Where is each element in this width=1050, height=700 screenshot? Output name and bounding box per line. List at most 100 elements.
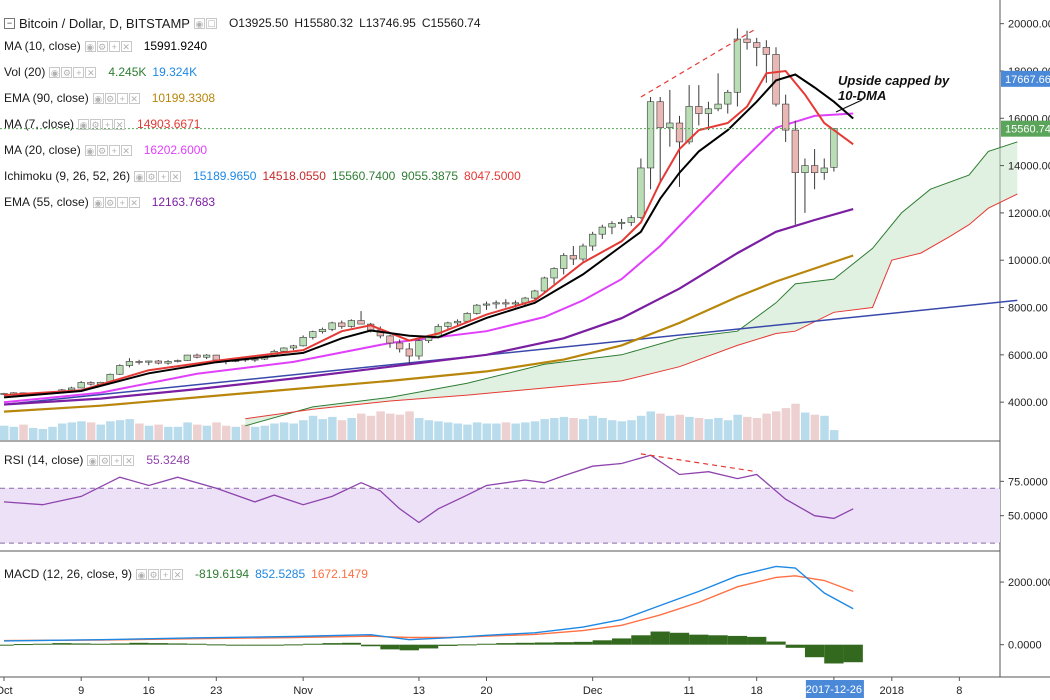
candle-body xyxy=(810,165,819,173)
indicator-controls[interactable]: ◉ ⚙ + ✕ xyxy=(49,66,97,78)
candle-body xyxy=(502,302,510,305)
macd-histogram-bar xyxy=(592,640,612,645)
indicator-value: 15189.9650 xyxy=(193,169,257,183)
candle-body xyxy=(174,360,182,362)
volume-bar xyxy=(550,418,559,440)
volume-bar xyxy=(318,419,327,440)
volume-bar xyxy=(144,425,154,440)
rsi-line xyxy=(3,454,854,524)
macd-histogram-bar xyxy=(418,644,439,649)
indicator-legend-row[interactable]: MA (7, close) ◉ ⚙ + ✕ 14903.6671 xyxy=(4,115,200,133)
macd-line xyxy=(3,565,854,642)
date-cursor-tag xyxy=(805,680,864,698)
macd-histogram-bar xyxy=(747,636,767,645)
x-tick-label: 16 xyxy=(143,685,155,697)
volume-bar xyxy=(762,413,771,440)
price-tick-label: 4000.00 xyxy=(1008,397,1048,409)
volume-bar xyxy=(366,415,376,440)
pane-legend-controls[interactable]: ◉ ⚙ + ✕ xyxy=(136,568,184,580)
volume-bar xyxy=(347,418,356,440)
macd-histogram-bar xyxy=(380,644,400,650)
candle-body xyxy=(569,255,577,260)
volume-bar xyxy=(337,420,347,440)
macd-histogram-bar xyxy=(71,643,91,645)
candle-body xyxy=(656,101,664,129)
symbol-title: Bitcoin / Dollar, D, BITSTAMP xyxy=(19,15,190,31)
indicator-controls[interactable]: ◉ ⚙ + ✕ xyxy=(78,118,126,130)
indicator-legend-row[interactable]: EMA (90, close) ◉ ⚙ + ✕ 10199.3308 xyxy=(4,89,215,107)
ichimoku-span-a xyxy=(245,141,1018,427)
indicator-legend-row[interactable]: MA (10, close) ◉ ⚙ + ✕ 15991.9240 xyxy=(4,37,207,55)
indicator-value: 15991.9240 xyxy=(143,39,208,53)
x-tick-label: 2017-12-26 xyxy=(806,684,862,696)
candle-body xyxy=(212,354,220,361)
indicator-controls[interactable]: ◉ ⚙ + ✕ xyxy=(92,92,140,104)
volume-bar xyxy=(357,413,366,440)
volume-bar xyxy=(617,421,627,440)
price-tick-label: 6000.00 xyxy=(1008,350,1048,362)
candle-body xyxy=(328,322,336,330)
volume-bar xyxy=(569,418,578,440)
volume-bar xyxy=(665,415,675,440)
indicator-controls[interactable]: ◉ ⚙ + ✕ xyxy=(92,196,140,208)
volume-bar xyxy=(791,403,800,440)
indicator-value: 4.245K xyxy=(108,65,147,79)
macd-histogram-bar xyxy=(554,642,574,645)
indicator-label: EMA (90, close) xyxy=(4,91,89,105)
rsi-divergence-line xyxy=(640,453,757,473)
volume-bar xyxy=(414,418,424,440)
volume-bar xyxy=(559,416,569,440)
candle-body xyxy=(125,361,134,366)
indicator-legend-row[interactable]: EMA (55, close) ◉ ⚙ + ✕ 12163.7683 xyxy=(4,193,215,211)
candle-body xyxy=(386,335,394,344)
volume-bar xyxy=(501,422,511,440)
volume-bar xyxy=(656,413,665,440)
price-tick-label: 20000.00 xyxy=(1008,19,1050,31)
annotation-line-1: Upside capped by xyxy=(838,73,950,88)
volume-bar xyxy=(492,423,501,440)
volume-bar xyxy=(472,422,482,440)
volume-bar xyxy=(636,415,646,440)
indicator-legend-row[interactable]: Vol (20) ◉ ⚙ + ✕ 4.245K 19.324K xyxy=(4,63,197,81)
macd-tick-label: 2000.0000 xyxy=(1008,577,1050,589)
candle-body xyxy=(338,322,346,327)
volume-bar xyxy=(627,420,636,440)
macd-histogram-bar xyxy=(399,644,419,651)
candle-body xyxy=(801,165,809,173)
pane-legend-controls[interactable]: ◉ ⚙ + ✕ xyxy=(87,454,135,466)
header-controls[interactable]: ◉ ☐ xyxy=(193,17,217,29)
candle-body xyxy=(531,290,539,299)
volume-bar xyxy=(231,426,241,440)
macd-histogram-bar xyxy=(708,635,728,645)
volume-bar xyxy=(694,418,704,440)
candle-body xyxy=(598,226,606,235)
collapse-icon[interactable]: − xyxy=(4,17,15,29)
indicator-value: 8047.5000 xyxy=(464,169,521,183)
price-tick-label: 12000.00 xyxy=(1008,208,1050,220)
macd-tick-label: 0.0000 xyxy=(1008,640,1042,652)
candle-body xyxy=(733,38,741,93)
candle-body xyxy=(135,361,143,363)
indicator-legend-row[interactable]: Ichimoku (9, 26, 52, 26) ◉ ⚙ + ✕ 15189.9650 14… xyxy=(4,167,521,185)
macd-histogram-bar xyxy=(0,644,14,646)
volume-bar xyxy=(424,420,434,440)
macd-histogram-bar xyxy=(727,635,748,645)
candle-body xyxy=(540,277,548,292)
candle-body xyxy=(87,382,95,385)
candle-body xyxy=(704,108,713,114)
macd-histogram-bar xyxy=(225,644,246,646)
rsi-tick-label: 75.0000 xyxy=(1008,476,1048,488)
indicator-controls[interactable]: ◉ ⚙ + ✕ xyxy=(134,170,182,182)
ichimoku-cloud xyxy=(245,141,1018,426)
volume-bar xyxy=(810,414,820,440)
candle-body xyxy=(617,222,626,224)
pane-legend-row[interactable]: MACD (12, 26, close, 9) ◉ ⚙ + ✕ -819.6194 852.… xyxy=(4,565,368,583)
pane-legend-row[interactable]: RSI (14, close) ◉ ⚙ + ✕ 55.3248 xyxy=(4,451,190,469)
indicator-controls[interactable]: ◉ ⚙ + ✕ xyxy=(84,40,132,52)
indicator-legend-row[interactable]: MA (20, close) ◉ ⚙ + ✕ 16202.6000 xyxy=(4,141,207,159)
ema-90-line xyxy=(3,254,854,413)
indicator-controls[interactable]: ◉ ⚙ + ✕ xyxy=(84,144,132,156)
volume-bar xyxy=(279,422,289,440)
candle-body xyxy=(154,360,163,364)
